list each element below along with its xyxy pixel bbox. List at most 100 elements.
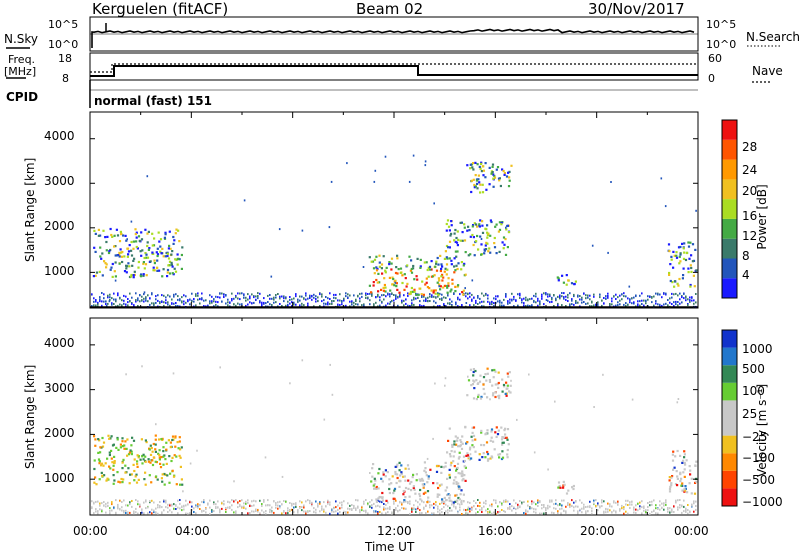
power-ground-cell <box>167 303 169 306</box>
velocity-echo-cell <box>475 379 478 382</box>
velocity-echo-cell <box>497 453 500 456</box>
velocity-ground-cell <box>475 502 477 504</box>
power-ground-cell <box>397 304 399 307</box>
velocity-ground-cell <box>273 500 275 503</box>
velocity-echo-cell <box>169 441 172 444</box>
power-echo-cell <box>135 231 138 234</box>
power-ground-cell <box>211 295 213 298</box>
velocity-ground-cell <box>303 506 305 509</box>
velocity-echo-cell <box>121 461 124 464</box>
velocity-echo-cell <box>455 469 458 472</box>
power-ground-cell <box>293 303 295 306</box>
power-echo-cell <box>484 162 487 165</box>
power-ground-cell <box>605 295 607 298</box>
power-echo-cell <box>504 238 507 241</box>
power-echo-cell <box>419 258 422 261</box>
power-ground-cell <box>525 305 527 307</box>
power-ground-cell <box>339 304 341 306</box>
velocity-ground-cell <box>613 500 615 503</box>
power-ground-cell <box>493 305 495 308</box>
power-echo-cell <box>140 273 143 276</box>
velocity-ground-cell <box>633 511 635 514</box>
velocity-ground-cell <box>685 509 687 512</box>
power-ground-cell <box>143 293 145 296</box>
power-echo-cell <box>570 282 574 285</box>
power-echo-cell <box>177 229 180 232</box>
velocity-ground-cell <box>159 506 161 509</box>
velocity-ground-cell <box>245 502 247 505</box>
velocity-echo-cell <box>129 473 132 476</box>
power-ground-cell <box>261 304 263 307</box>
power-ground-cell <box>615 293 617 296</box>
velocity-echo-cell <box>671 453 674 456</box>
velocity-ground-cell <box>543 512 545 515</box>
power-ground-cell <box>563 297 565 300</box>
power-echo-cell <box>483 252 486 255</box>
velocity-ground-cell <box>577 510 579 513</box>
power-echo-cell <box>396 254 399 257</box>
power-echo-cell <box>97 234 100 237</box>
power-ground-cell <box>545 293 547 296</box>
power-ground-cell <box>427 296 429 299</box>
beam-title: Beam 02 <box>356 0 424 18</box>
power-ground-cell <box>423 299 425 302</box>
power-echo-cell <box>391 276 394 279</box>
power-ground-cell <box>571 303 573 306</box>
power-echo-cell <box>462 293 465 296</box>
velocity-ground-cell <box>553 503 555 506</box>
power-ground-cell <box>405 302 407 305</box>
velocity-echo-cell <box>174 435 177 438</box>
velocity-ground-cell <box>457 511 459 514</box>
power-ground-cell <box>93 300 95 303</box>
velocity-ground-cell <box>337 504 339 507</box>
power-echo-cell <box>395 266 398 269</box>
velocity-echo-cell <box>469 368 472 371</box>
velocity-ground-cell <box>597 509 599 512</box>
velocity-echo-cell <box>459 472 462 475</box>
power-echo-cell <box>678 277 681 281</box>
velocity-ground-cell <box>685 510 687 513</box>
velocity-echo-cell <box>407 479 410 482</box>
velocity-echo-cell <box>680 477 683 480</box>
velocity-ground-cell <box>271 506 273 509</box>
power-ground-cell <box>249 297 251 300</box>
velocity-ground-cell <box>395 499 397 502</box>
velocity-echo-cell <box>100 471 103 474</box>
power-echo-cell <box>689 241 692 244</box>
power-echo-cell <box>142 274 145 277</box>
velocity-ground-cell <box>567 502 569 505</box>
power-echo-cell <box>480 253 483 256</box>
power-echo-cell <box>469 167 472 170</box>
power-echo-cell <box>385 266 388 269</box>
power-echo-cell <box>475 240 478 243</box>
velocity-ground-cell <box>125 509 127 512</box>
velocity-ground-cell <box>543 504 545 506</box>
velocity-ground-cell <box>565 510 567 513</box>
power-echo-cell <box>694 248 697 251</box>
velocity-echo-cell <box>460 489 463 492</box>
power-ground-cell <box>275 296 277 299</box>
velocity-echo-cell <box>472 446 475 449</box>
velocity-echo-cell <box>412 485 415 488</box>
power-echo-cell <box>413 290 416 293</box>
velocity-echo-cell <box>450 461 453 464</box>
power-echo-cell <box>505 175 509 178</box>
velocity-echo-cell <box>436 482 439 485</box>
velocity-ground-cell <box>531 502 533 505</box>
velocity-ground-cell <box>255 510 257 513</box>
velocity-ground-cell <box>245 500 247 503</box>
power-ground-cell <box>587 296 589 299</box>
velocity-echo-cell <box>441 498 444 501</box>
velocity-echo-cell <box>100 462 104 465</box>
velocity-ground-cell <box>183 505 185 508</box>
power-ground-cell <box>669 297 671 300</box>
power-echo-cell <box>422 293 425 296</box>
velocity-echo-cell <box>443 496 446 499</box>
velocity-ytick-3000: 3000 <box>44 381 75 395</box>
power-ground-cell <box>251 293 253 296</box>
power-echo-cell <box>384 286 387 289</box>
power-echo-cell <box>456 250 459 253</box>
power-ground-cell <box>335 297 337 300</box>
velocity-ground-cell <box>347 511 349 514</box>
velocity-ground-cell <box>635 508 637 511</box>
